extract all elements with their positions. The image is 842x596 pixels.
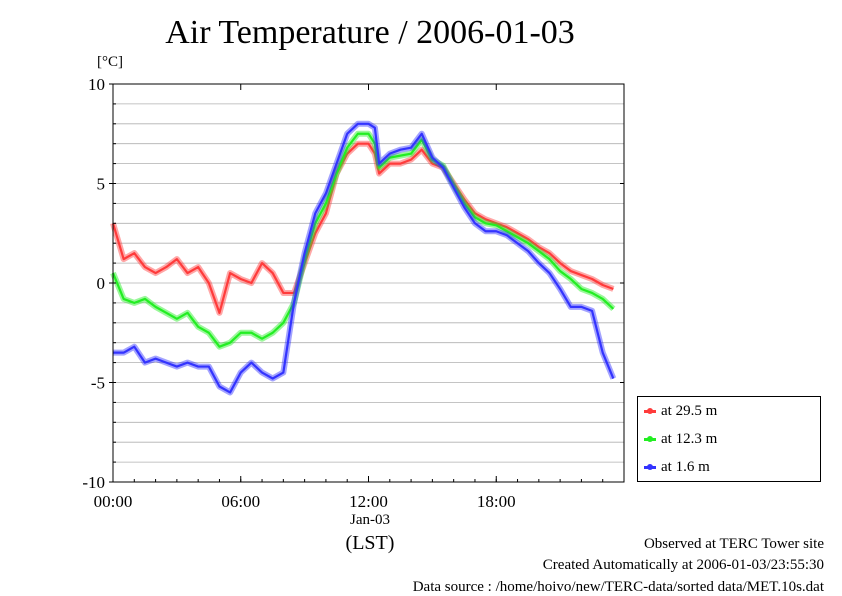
x-tick-label: 06:00 <box>221 492 260 511</box>
series-line-1 <box>111 132 615 348</box>
series-band-0 <box>110 140 615 316</box>
x-axis-label: (LST) <box>345 532 395 554</box>
series-line-2 <box>113 122 615 394</box>
y-unit-label: [°C] <box>97 54 123 70</box>
y-tick-label: 5 <box>97 175 106 194</box>
y-tick-label: 0 <box>97 274 106 293</box>
x-date-label: Jan-03 <box>350 512 390 528</box>
legend-item-1-6m: at 1.6 m <box>644 457 710 477</box>
series-lines <box>110 120 617 396</box>
footer-created: Created Automatically at 2006-01-03/23:5… <box>542 557 824 573</box>
legend-swatch-blue <box>644 463 656 470</box>
series-line-0 <box>111 142 614 314</box>
legend: at 29.5 m at 12.3 m at 1.6 m <box>637 396 821 482</box>
legend-swatch-red <box>644 407 656 414</box>
series-band-2 <box>113 120 617 396</box>
y-tick-label: 10 <box>88 75 105 94</box>
footer-observed: Observed at TERC Tower site <box>643 536 824 552</box>
chart-title: Air Temperature / 2006-01-03 <box>165 14 575 51</box>
y-tick-label: -10 <box>82 473 105 492</box>
x-tick-label: 12:00 <box>349 492 388 511</box>
x-tick-label: 00:00 <box>94 492 133 511</box>
x-tick-label: 18:00 <box>477 492 516 511</box>
x-ticks: 00:00 06:00 12:00 18:00 <box>94 84 604 511</box>
y-ticks: 10 5 0 -5 -10 <box>82 75 624 492</box>
legend-item-29-5m: at 29.5 m <box>644 401 717 421</box>
legend-label: at 29.5 m <box>661 402 718 419</box>
legend-swatch-green <box>644 435 656 442</box>
grid-lines <box>113 103 624 463</box>
footer-source: Data source : /home/hoivo/new/TERC-data/… <box>412 579 824 595</box>
legend-label: at 1.6 m <box>661 458 710 475</box>
legend-item-12-3m: at 12.3 m <box>644 429 717 449</box>
legend-label: at 12.3 m <box>661 430 718 447</box>
y-tick-label: -5 <box>91 374 105 393</box>
